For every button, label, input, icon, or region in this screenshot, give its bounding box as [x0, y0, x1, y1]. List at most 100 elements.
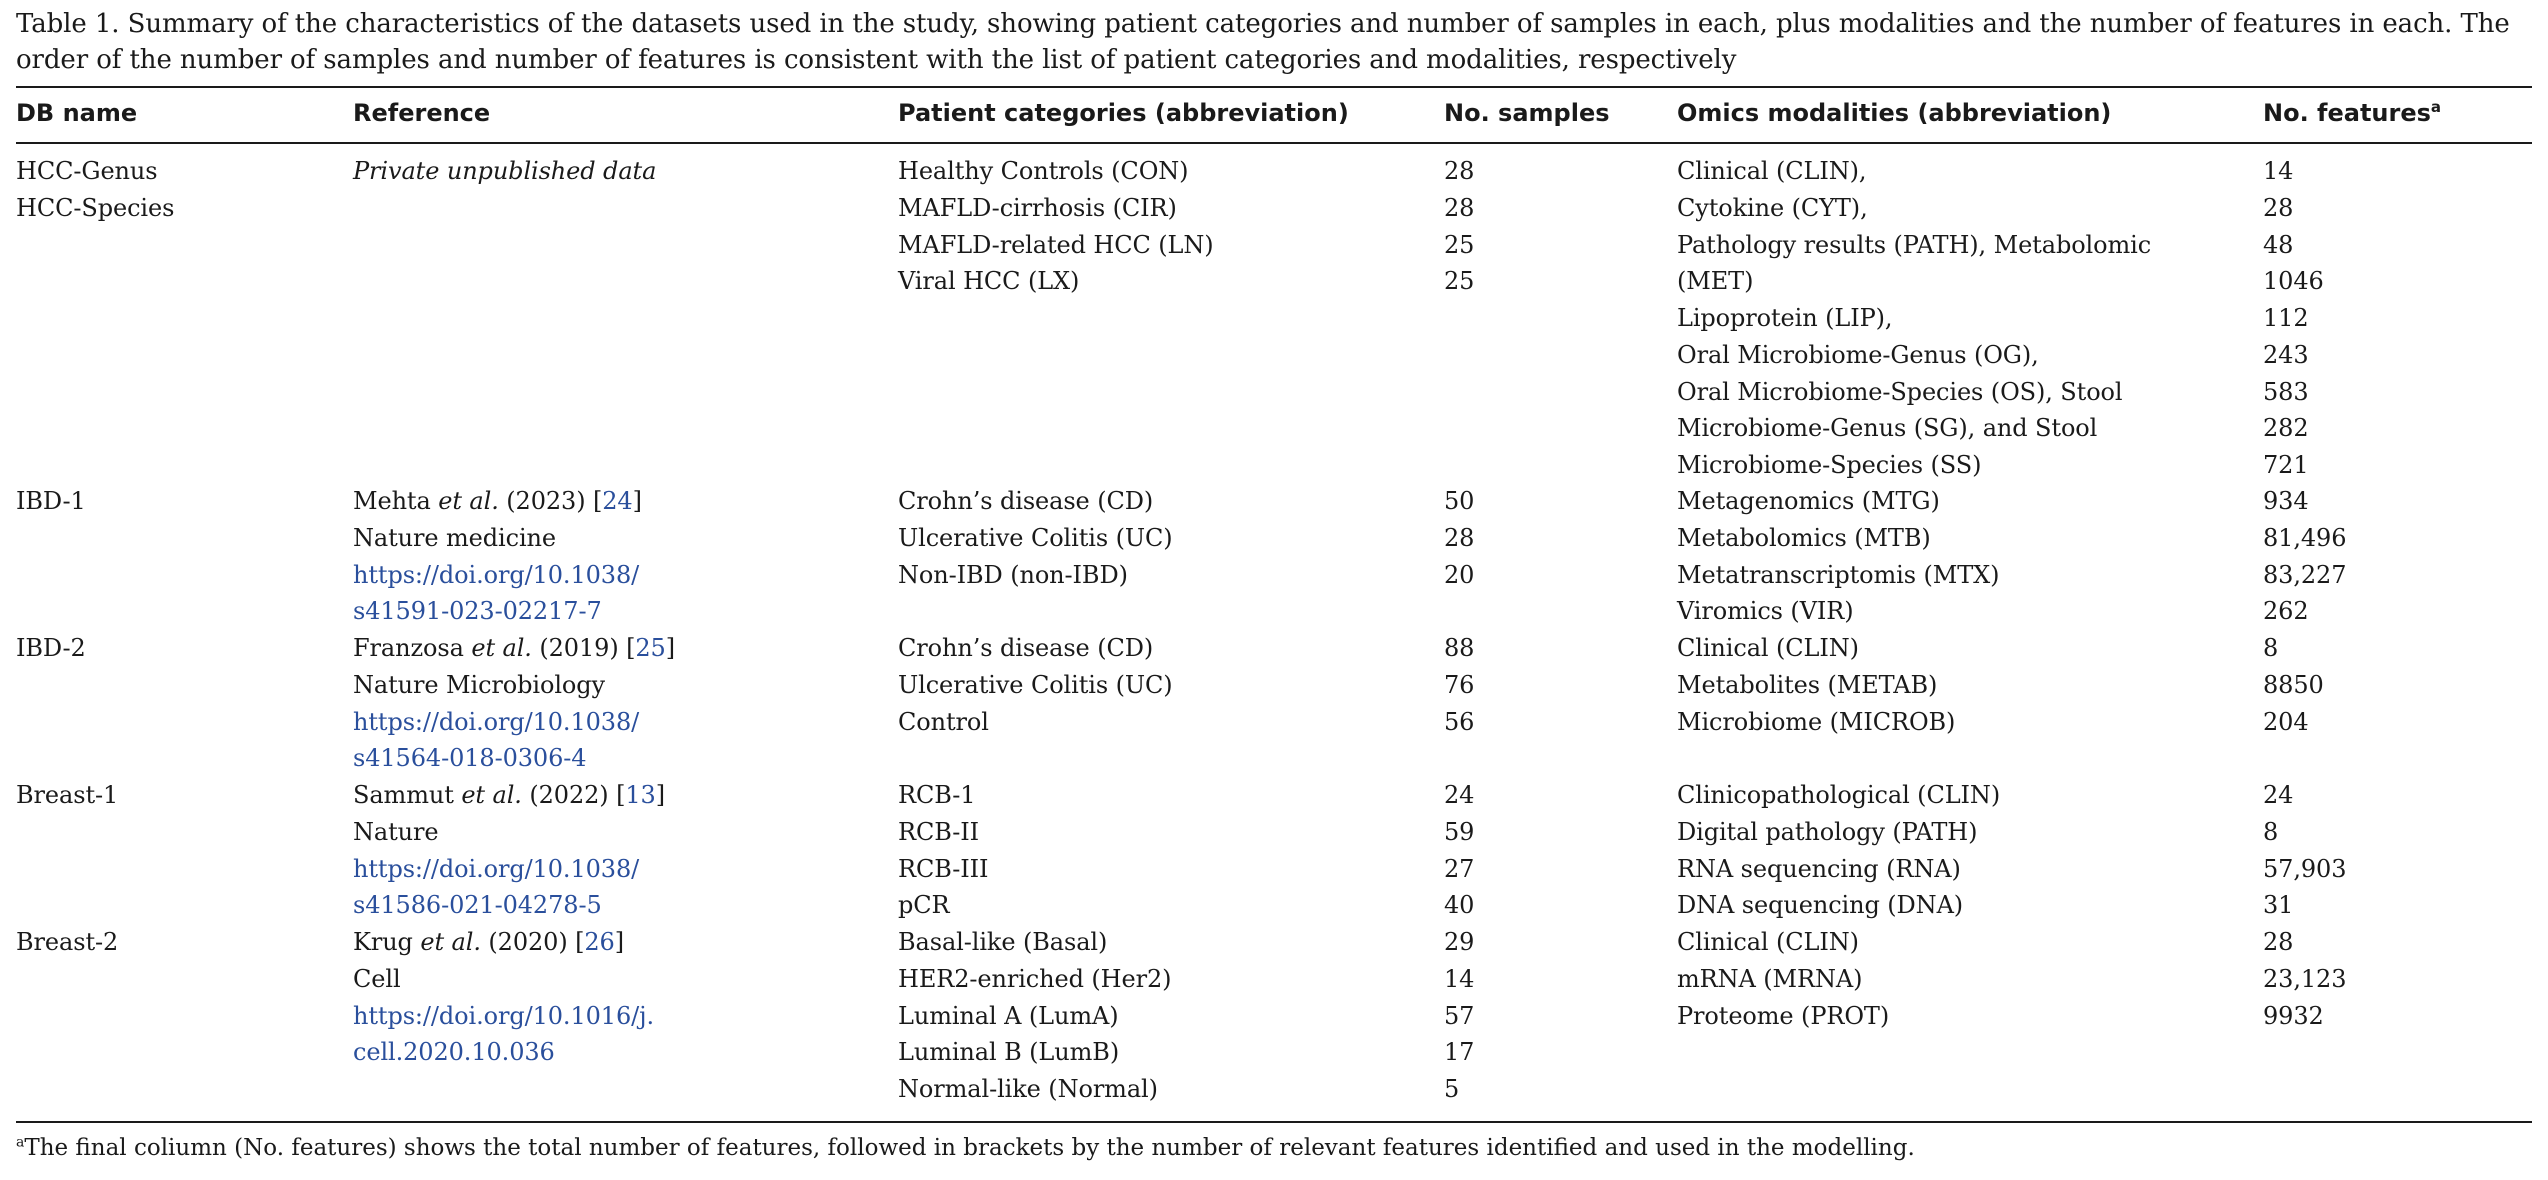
reference-cite-link[interactable]: 24 — [602, 487, 633, 515]
omics-modality: Proteome (PROT) — [1677, 1001, 1890, 1030]
sample-count: 25 — [1444, 230, 1475, 259]
feature-count: 721 — [2263, 451, 2309, 479]
patient-category: RCB-II — [898, 817, 979, 846]
reference-cite-link[interactable]: 26 — [584, 928, 615, 956]
omics-modality: Clinicopathological (CLIN) — [1677, 781, 2001, 809]
footnote-marker: a — [2430, 98, 2442, 116]
sample-count: 28 — [1444, 193, 1475, 222]
sample-count: 88 — [1444, 634, 1475, 662]
reference-authors: Franzosa — [353, 634, 464, 662]
feature-count: 8850 — [2263, 670, 2324, 699]
omics-modality: Microbiome-Species (SS) — [1677, 451, 1982, 479]
feature-count: 9932 — [2263, 1001, 2324, 1030]
db-name: IBD-1 — [16, 487, 86, 515]
patient-category: Ulcerative Colitis (UC) — [898, 523, 1173, 552]
omics-modalities-cell: Clinicopathological (CLIN) Digital pathol… — [1677, 777, 2000, 924]
header-no-features: No. featuresa — [2263, 96, 2441, 130]
no-samples-cell: 24 59 27 40 — [1444, 777, 1474, 924]
omics-modality: Cytokine (CYT), — [1677, 193, 1868, 222]
reference-doi-link[interactable]: cell.2020.10.036 — [353, 1038, 555, 1067]
reference-citation: Franzosa et al. (2019) [25] — [353, 630, 675, 667]
reference-year: (2023) [ — [506, 487, 603, 515]
omics-modality: Clinical (CLIN), — [1677, 157, 1867, 185]
feature-count: 28 — [2263, 193, 2294, 222]
feature-count: 243 — [2263, 340, 2309, 369]
reference-doi-link[interactable]: s41591-023-02217-7 — [353, 597, 602, 626]
footnote-mark: a — [16, 1134, 25, 1151]
feature-count: 934 — [2263, 487, 2309, 515]
omics-modality: Metabolomics (MTB) — [1677, 523, 1931, 552]
reference-cite-link[interactable]: 25 — [635, 634, 666, 662]
reference-journal: Cell — [353, 964, 401, 993]
patient-category: Basal-like (Basal) — [898, 928, 1108, 956]
sample-count: 57 — [1444, 1001, 1475, 1030]
reference-doi-link[interactable]: s41564-018-0306-4 — [353, 744, 587, 773]
patient-category: Normal-like (Normal) — [898, 1075, 1158, 1103]
reference-etal: et al. — [438, 487, 499, 515]
db-name-cell: Breast-1 — [16, 777, 118, 814]
sample-count: 28 — [1444, 523, 1475, 552]
reference-doi-link[interactable]: s41586-021-04278-5 — [353, 891, 602, 920]
patient-category: Luminal B (LumB) — [898, 1038, 1120, 1067]
patient-category: RCB-1 — [898, 781, 976, 809]
header-patient-categories: Patient categories (abbreviation) — [898, 99, 1349, 127]
patient-categories-cell: Basal-like (Basal) HER2-enriched (Her2) Lu… — [898, 924, 1172, 1108]
feature-count: 1046 — [2263, 267, 2324, 296]
reference-cell: Private unpublished data — [353, 153, 656, 190]
feature-count: 83,227 — [2263, 560, 2347, 589]
feature-count: 8 — [2263, 634, 2279, 662]
sample-count: 5 — [1444, 1075, 1460, 1103]
reference-doi-link[interactable]: https://doi.org/10.1038/ — [353, 560, 640, 589]
omics-modalities-cell: Clinical (CLIN), Cytokine (CYT), Pathology… — [1677, 153, 2151, 484]
no-features-cell: 24 8 57,903 31 — [2263, 777, 2346, 924]
feature-count: 28 — [2263, 928, 2294, 956]
db-name-cell: HCC-Genus HCC-Species — [16, 153, 174, 227]
sample-count: 50 — [1444, 487, 1475, 515]
reference-cite-link[interactable]: 13 — [625, 781, 656, 809]
omics-modality: mRNA (MRNA) — [1677, 964, 1863, 993]
omics-modality: Pathology results (PATH), Metabolomic — [1677, 230, 2152, 259]
patient-category: Crohn’s disease (CD) — [898, 634, 1154, 662]
omics-modality: DNA sequencing (DNA) — [1677, 891, 1964, 920]
patient-categories-cell: RCB-1 RCB-II RCB-III pCR — [898, 777, 988, 924]
footnote-text: The final coliumn (No. features) shows t… — [24, 1135, 1915, 1161]
db-name: HCC-Species — [16, 193, 175, 222]
db-name: IBD-2 — [16, 634, 86, 662]
feature-count: 282 — [2263, 414, 2309, 443]
omics-modality: (MET) — [1677, 267, 1754, 296]
reference-authors: Sammut — [353, 781, 454, 809]
patient-category: Non-IBD (non-IBD) — [898, 560, 1128, 589]
bottom-rule — [16, 1121, 2532, 1123]
reference-bracket: ] — [614, 928, 624, 956]
header-db-name: DB name — [16, 99, 138, 127]
omics-modalities-cell: Clinical (CLIN) Metabolites (METAB) Microb… — [1677, 630, 1955, 740]
table-caption: Table 1. Summary of the characteristics … — [16, 9, 2510, 75]
patient-category: MAFLD-cirrhosis (CIR) — [898, 193, 1177, 222]
reference-doi-link[interactable]: https://doi.org/10.1038/ — [353, 707, 640, 736]
patient-category: Viral HCC (LX) — [898, 267, 1080, 296]
reference-year: (2020) [ — [488, 928, 585, 956]
feature-count: 23,123 — [2263, 964, 2347, 993]
no-features-cell: 14 28 48 1046 112 243 583 282 721 — [2263, 153, 2324, 484]
db-name: HCC-Genus — [16, 157, 158, 185]
omics-modality: Digital pathology (PATH) — [1677, 817, 1978, 846]
omics-modality: Metatranscriptomis (MTX) — [1677, 560, 2000, 589]
reference-year: (2019) [ — [539, 634, 636, 662]
feature-count: 24 — [2263, 781, 2294, 809]
patient-category: RCB-III — [898, 854, 989, 883]
db-name: Breast-2 — [16, 928, 119, 956]
sample-count: 25 — [1444, 267, 1475, 296]
db-name-cell: Breast-2 — [16, 924, 118, 961]
patient-categories-cell: Healthy Controls (CON) MAFLD-cirrhosis (C… — [898, 153, 1214, 300]
omics-modality: Viromics (VIR) — [1677, 597, 1854, 626]
reference-journal: Nature medicine — [353, 523, 556, 552]
db-name: Breast-1 — [16, 781, 119, 809]
no-features-cell: 8 8850 204 — [2263, 630, 2324, 740]
reference-doi-link[interactable]: https://doi.org/10.1016/j. — [353, 1001, 654, 1030]
omics-modality: Metabolites (METAB) — [1677, 670, 1938, 699]
reference-doi-link[interactable]: https://doi.org/10.1038/ — [353, 854, 640, 883]
reference-citation: Krug et al. (2020) [26] — [353, 924, 654, 961]
sample-count: 29 — [1444, 928, 1475, 956]
sample-count: 28 — [1444, 157, 1475, 185]
